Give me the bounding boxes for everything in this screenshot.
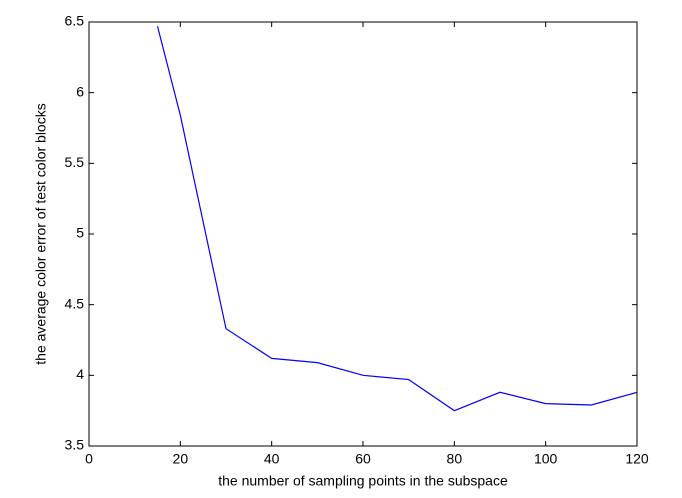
x-tick-label: 80 [447, 451, 463, 467]
y-tick-label: 3.5 [65, 437, 85, 453]
y-axis-label: the average color error of test color bl… [33, 103, 49, 364]
x-axis-label: the number of sampling points in the sub… [218, 473, 508, 489]
x-tick-label: 0 [85, 451, 93, 467]
x-tick-label: 40 [264, 451, 280, 467]
x-tick-label: 20 [173, 451, 189, 467]
y-tick-label: 4 [76, 366, 84, 382]
data-line [156, 26, 638, 412]
x-tick-label: 60 [355, 451, 371, 467]
y-tick-label: 4.5 [65, 295, 85, 311]
y-tick-label: 5.5 [65, 154, 85, 170]
y-tick-label: 6.5 [65, 13, 85, 29]
plot-area [88, 21, 638, 447]
x-tick-label: 120 [625, 451, 649, 467]
x-tick-label: 100 [534, 451, 558, 467]
y-tick-label: 6 [76, 83, 84, 99]
y-tick-label: 5 [76, 225, 84, 241]
